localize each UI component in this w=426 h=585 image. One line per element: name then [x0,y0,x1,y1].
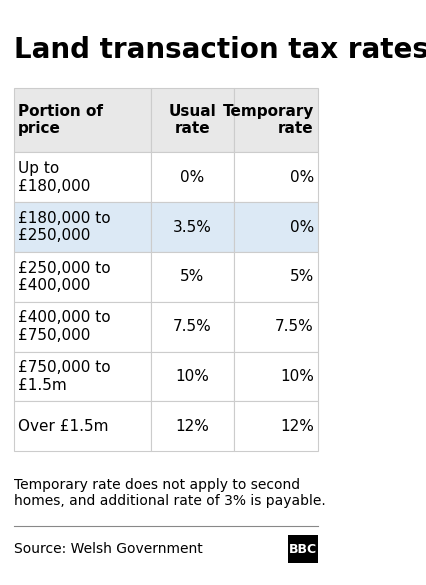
Text: 0%: 0% [180,170,204,185]
Text: 0%: 0% [290,219,314,235]
Bar [150,401,234,451]
Text: BBC: BBC [289,543,317,556]
Bar [150,202,234,252]
Text: 3.5%: 3.5% [173,219,212,235]
Bar [288,535,317,563]
Text: 12%: 12% [176,419,209,433]
Bar [14,352,150,401]
Text: Over £1.5m: Over £1.5m [18,419,109,433]
Bar [234,302,317,352]
Text: Portion of
price: Portion of price [17,104,103,136]
Bar [234,401,317,451]
Bar [150,302,234,352]
Bar [14,202,150,252]
Text: £400,000 to
£750,000: £400,000 to £750,000 [18,311,111,343]
Bar [14,252,150,302]
Bar [234,202,317,252]
Bar [234,88,317,153]
Bar [14,88,150,153]
Text: 12%: 12% [280,419,314,433]
Text: £750,000 to
£1.5m: £750,000 to £1.5m [18,360,111,393]
Text: Temporary
rate: Temporary rate [222,104,314,136]
Bar [234,252,317,302]
Text: Source: Welsh Government: Source: Welsh Government [14,542,203,556]
Bar [14,401,150,451]
Text: Land transaction tax rates: Land transaction tax rates [14,36,426,64]
Text: Usual
rate: Usual rate [168,104,216,136]
Bar [14,302,150,352]
Bar [234,352,317,401]
Bar [150,153,234,202]
Text: 7.5%: 7.5% [275,319,314,334]
Text: 10%: 10% [280,369,314,384]
Text: 7.5%: 7.5% [173,319,212,334]
Bar [150,252,234,302]
Text: 0%: 0% [290,170,314,185]
Bar [150,88,234,153]
Text: 5%: 5% [180,270,204,284]
Text: £180,000 to
£250,000: £180,000 to £250,000 [18,211,111,243]
Text: Temporary rate does not apply to second
homes, and additional rate of 3% is paya: Temporary rate does not apply to second … [14,478,325,508]
Text: 5%: 5% [290,270,314,284]
Bar [150,352,234,401]
Text: Up to
£180,000: Up to £180,000 [18,161,91,194]
Bar [14,153,150,202]
Text: £250,000 to
£400,000: £250,000 to £400,000 [18,261,111,293]
Bar [234,153,317,202]
Text: 10%: 10% [176,369,209,384]
